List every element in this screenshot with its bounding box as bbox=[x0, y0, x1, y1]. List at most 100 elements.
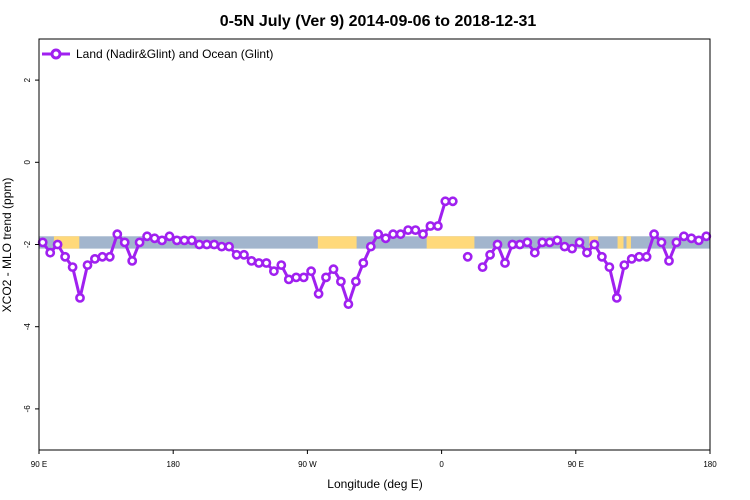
data-point bbox=[358, 258, 369, 268]
data-point bbox=[268, 266, 279, 277]
data-point bbox=[507, 239, 518, 250]
legend: Land (Nadir&Glint) and Ocean (Glint) bbox=[42, 47, 273, 61]
data-point bbox=[529, 247, 540, 258]
y-tick-label: -6 bbox=[23, 405, 32, 413]
data-point bbox=[261, 258, 272, 268]
data-point bbox=[52, 239, 63, 250]
data-points bbox=[37, 196, 712, 309]
data-point bbox=[239, 249, 249, 260]
data-point bbox=[656, 237, 667, 248]
data-point bbox=[134, 237, 145, 248]
land-band-segment bbox=[426, 236, 475, 249]
data-point bbox=[485, 249, 495, 260]
data-point bbox=[283, 274, 294, 285]
data-point bbox=[119, 237, 130, 248]
data-point bbox=[328, 264, 339, 275]
data-point bbox=[589, 239, 600, 250]
data-point bbox=[313, 288, 324, 299]
x-tick-label: 90 E bbox=[568, 460, 584, 469]
data-point bbox=[186, 235, 197, 246]
data-point bbox=[37, 237, 48, 248]
x-tick-label: 180 bbox=[167, 460, 181, 469]
x-tick-label: 90 W bbox=[298, 460, 317, 469]
data-point bbox=[157, 235, 167, 246]
data-point bbox=[45, 247, 56, 258]
y-axis-label: XCO2 - MLO trend (ppm) bbox=[0, 178, 14, 313]
data-point bbox=[388, 229, 398, 240]
data-point bbox=[597, 251, 607, 262]
data-point bbox=[432, 221, 443, 231]
y-axis: 2 0 -2 -4 -6 bbox=[23, 77, 39, 412]
data-point bbox=[462, 251, 473, 262]
data-point bbox=[410, 225, 421, 235]
data-point bbox=[67, 262, 78, 272]
data-point bbox=[335, 276, 346, 287]
data-point bbox=[90, 253, 100, 264]
data-point bbox=[224, 241, 234, 252]
chart-title: 0-5N July (Ver 9) 2014-09-06 to 2018-12-… bbox=[220, 13, 537, 30]
data-point bbox=[582, 247, 592, 258]
data-point bbox=[559, 241, 570, 252]
data-point bbox=[664, 255, 674, 266]
data-point bbox=[60, 251, 70, 262]
data-point bbox=[701, 231, 712, 242]
data-point bbox=[298, 272, 309, 283]
data-point bbox=[447, 196, 458, 207]
x-tick-label: 0 bbox=[439, 460, 444, 469]
data-point bbox=[641, 251, 652, 262]
land-band-segment bbox=[317, 236, 357, 249]
data-point bbox=[343, 299, 354, 309]
data-point bbox=[164, 231, 175, 242]
y-tick-label: -4 bbox=[23, 323, 32, 331]
data-point bbox=[127, 255, 138, 266]
data-point bbox=[75, 292, 85, 303]
data-point bbox=[611, 292, 622, 303]
y-tick-label: -2 bbox=[23, 240, 32, 248]
data-point bbox=[82, 260, 93, 270]
legend-marker-icon bbox=[50, 48, 62, 60]
data-point bbox=[425, 221, 436, 231]
legend-label: Land (Nadir&Glint) and Ocean (Glint) bbox=[76, 47, 273, 61]
x-axis-label: Longitude (deg E) bbox=[327, 477, 422, 491]
data-point bbox=[693, 235, 704, 246]
data-point bbox=[209, 239, 220, 250]
data-point bbox=[276, 260, 287, 270]
data-point bbox=[350, 276, 361, 287]
data-point bbox=[194, 239, 205, 250]
land-band-segment bbox=[626, 236, 631, 249]
data-point bbox=[604, 262, 615, 272]
data-point bbox=[373, 229, 384, 240]
data-point bbox=[574, 237, 585, 248]
x-axis: 90 E 180 90 W 0 90 E 180 bbox=[31, 450, 717, 469]
series-line bbox=[41, 199, 708, 306]
data-point bbox=[492, 239, 503, 250]
data-point bbox=[619, 260, 630, 270]
y-tick-label: 2 bbox=[23, 77, 32, 82]
data-point bbox=[671, 237, 682, 248]
land-band-segment bbox=[617, 236, 624, 249]
data-point bbox=[522, 237, 533, 248]
data-point bbox=[112, 229, 123, 240]
data-point bbox=[142, 231, 152, 242]
data-point bbox=[253, 258, 264, 268]
data-point bbox=[306, 266, 316, 277]
data-point bbox=[649, 229, 659, 240]
data-point bbox=[418, 229, 428, 240]
data-point bbox=[291, 272, 302, 283]
data-point bbox=[104, 251, 115, 262]
data-point bbox=[380, 233, 391, 244]
data-point bbox=[626, 253, 637, 264]
data-point bbox=[321, 272, 331, 283]
data-point bbox=[477, 262, 488, 272]
y-tick-label: 0 bbox=[23, 160, 32, 165]
data-point bbox=[395, 229, 406, 240]
x-tick-label: 180 bbox=[703, 460, 717, 469]
data-point bbox=[440, 196, 451, 207]
data-point bbox=[365, 241, 376, 252]
data-point bbox=[567, 243, 577, 254]
data-point bbox=[171, 235, 182, 246]
data-point bbox=[500, 258, 510, 268]
data-point bbox=[679, 231, 689, 242]
x-tick-label: 90 E bbox=[31, 460, 47, 469]
